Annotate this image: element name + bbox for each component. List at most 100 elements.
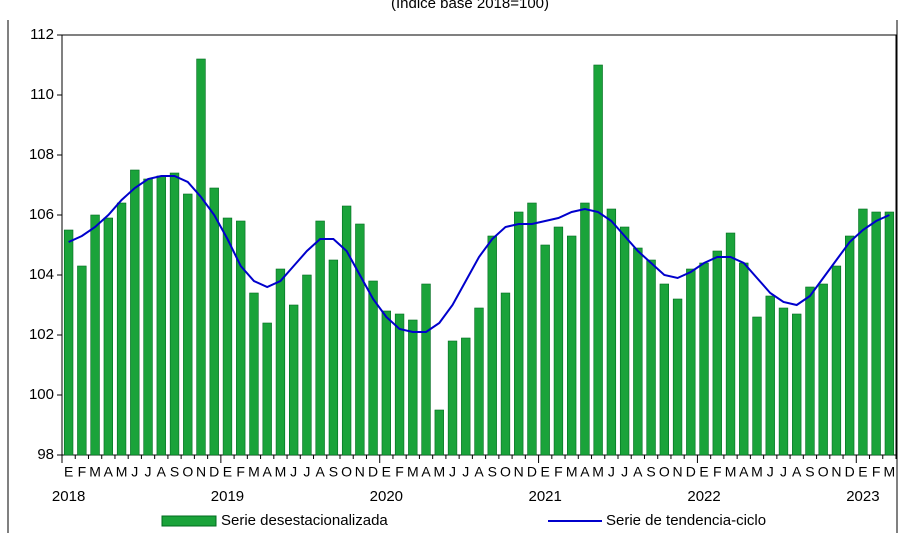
x-tick-label: S xyxy=(170,464,179,480)
y-tick-label: 112 xyxy=(30,26,54,43)
x-tick-label: M xyxy=(275,464,287,480)
bar xyxy=(275,268,286,456)
bar xyxy=(183,193,193,456)
y-tick-label: 110 xyxy=(30,86,54,103)
bar xyxy=(699,262,709,456)
x-tick-label: M xyxy=(725,464,737,480)
x-tick-label: S xyxy=(488,464,497,480)
bar xyxy=(580,202,590,456)
x-tick-label: A xyxy=(315,464,325,480)
bar xyxy=(844,235,855,456)
bar xyxy=(778,307,789,456)
bar xyxy=(500,292,511,456)
bar xyxy=(739,262,749,456)
bar xyxy=(130,169,140,456)
bar xyxy=(818,283,828,456)
legend-label: Serie desestacionalizada xyxy=(221,512,388,529)
x-tick-label: F xyxy=(236,464,245,480)
x-tick-label: A xyxy=(421,464,431,480)
x-tick-label: A xyxy=(157,464,167,480)
x-tick-label: E xyxy=(699,464,708,480)
bar xyxy=(527,202,537,456)
bar xyxy=(196,58,206,456)
x-tick-label: O xyxy=(818,464,829,480)
year-label: 2023 xyxy=(846,488,879,505)
bar xyxy=(461,337,471,456)
x-tick-label: F xyxy=(872,464,881,480)
bar xyxy=(884,211,895,456)
x-tick-label: E xyxy=(541,464,550,480)
bar xyxy=(302,274,312,456)
x-tick-label: F xyxy=(78,464,87,480)
x-tick-label: A xyxy=(104,464,114,480)
bar xyxy=(593,64,603,456)
bar xyxy=(792,313,802,456)
bar xyxy=(421,283,431,456)
bar xyxy=(355,223,365,456)
bar xyxy=(222,217,233,456)
x-tick-label: J xyxy=(449,464,456,480)
bar xyxy=(858,208,868,456)
bar xyxy=(90,214,100,456)
bar xyxy=(633,247,643,456)
bar xyxy=(725,232,736,456)
trend-line xyxy=(68,175,890,333)
bar xyxy=(116,202,127,456)
y-tick-label: 100 xyxy=(29,386,54,403)
bar xyxy=(553,226,564,456)
x-tick-label: M xyxy=(89,464,101,480)
bar xyxy=(315,220,325,456)
x-tick-label: J xyxy=(608,464,615,480)
year-label: 2020 xyxy=(370,488,403,505)
x-tick-label: M xyxy=(751,464,763,480)
bar xyxy=(408,319,418,456)
x-tick-label: F xyxy=(554,464,563,480)
bar xyxy=(288,304,299,456)
bar xyxy=(566,235,577,456)
bar xyxy=(659,283,670,456)
bar xyxy=(156,175,166,456)
x-tick-label: D xyxy=(368,464,378,480)
x-tick-label: D xyxy=(845,464,855,480)
x-tick-label: O xyxy=(182,464,193,480)
bar xyxy=(765,295,775,456)
bar xyxy=(394,313,405,456)
x-tick-label: A xyxy=(580,464,590,480)
bar xyxy=(381,310,392,456)
x-tick-label: A xyxy=(474,464,484,480)
x-tick-label: A xyxy=(633,464,643,480)
legend-swatch xyxy=(161,515,217,527)
bar xyxy=(236,220,246,456)
x-tick-label: M xyxy=(248,464,260,480)
bar xyxy=(368,280,378,456)
y-tick-label: 106 xyxy=(29,206,54,223)
x-tick-label: A xyxy=(263,464,273,480)
x-tick-label: E xyxy=(382,464,391,480)
chart-subtitle: (Índice base 2018=100) xyxy=(391,0,549,12)
x-tick-label: M xyxy=(407,464,419,480)
year-label: 2018 xyxy=(52,488,85,505)
x-tick-label: E xyxy=(223,464,232,480)
x-tick-label: M xyxy=(116,464,128,480)
bar xyxy=(63,229,74,456)
bar xyxy=(805,286,815,456)
bar xyxy=(540,244,550,456)
x-tick-label: O xyxy=(500,464,511,480)
bar xyxy=(262,322,272,456)
bar xyxy=(77,265,87,456)
x-tick-label: J xyxy=(767,464,774,480)
x-tick-label: A xyxy=(739,464,749,480)
x-tick-label: N xyxy=(196,464,206,480)
x-tick-label: S xyxy=(805,464,814,480)
x-tick-label: M xyxy=(433,464,445,480)
x-tick-label: E xyxy=(64,464,73,480)
x-tick-label: N xyxy=(831,464,841,480)
x-tick-label: M xyxy=(592,464,604,480)
bar xyxy=(514,211,524,456)
bar xyxy=(487,235,497,456)
bar xyxy=(209,187,219,456)
x-tick-label: M xyxy=(566,464,578,480)
year-label: 2022 xyxy=(687,488,720,505)
bar xyxy=(672,298,683,456)
year-label: 2021 xyxy=(529,488,562,505)
